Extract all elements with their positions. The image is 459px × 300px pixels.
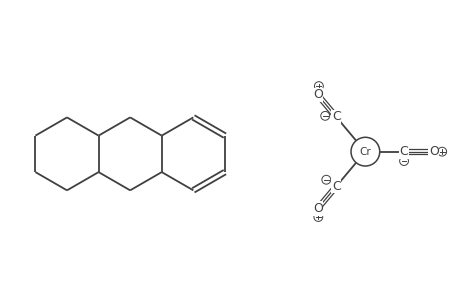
- Text: O: O: [312, 88, 322, 101]
- Text: Cr: Cr: [359, 147, 370, 157]
- Text: C: C: [331, 110, 340, 123]
- Text: O: O: [312, 202, 322, 215]
- Text: C: C: [331, 180, 340, 193]
- Text: O: O: [428, 145, 438, 158]
- Circle shape: [350, 137, 379, 166]
- Text: C: C: [399, 145, 408, 158]
